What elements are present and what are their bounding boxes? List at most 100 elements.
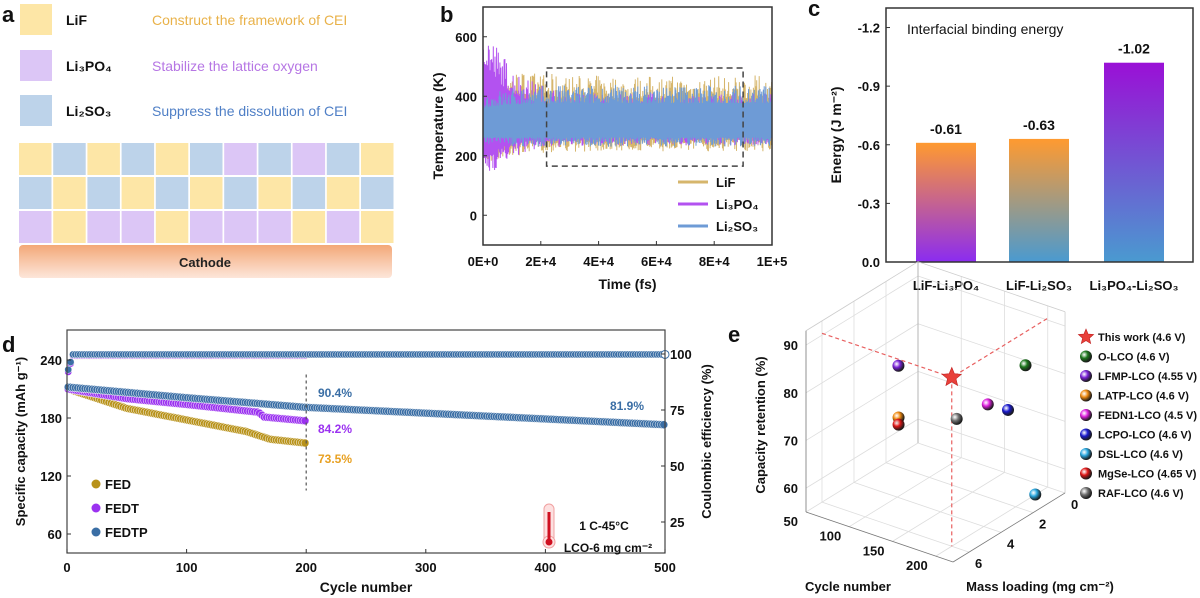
grid-line <box>917 275 1066 327</box>
x-tick-label: 200 <box>295 560 317 575</box>
data-point-O-LCO <box>1019 359 1032 372</box>
mass-tick-label: 6 <box>975 556 982 571</box>
bar-value-label: -1.02 <box>1118 41 1150 57</box>
series-FEDTP <box>63 350 669 429</box>
x-tick-label: 0E+0 <box>468 254 499 269</box>
legend-label: DSL-LCO (4.6 V) <box>1098 449 1183 461</box>
cycle-axis <box>805 511 954 563</box>
y-tick-label: 200 <box>455 149 477 164</box>
legend-marker-2 <box>91 527 101 537</box>
legend-swatch-0 <box>20 4 52 35</box>
axes-frame <box>66 329 666 554</box>
cei-layer-cell <box>292 143 326 175</box>
x-tick-label: 2E+4 <box>525 254 556 269</box>
legend-label: FED <box>105 477 131 492</box>
data-point-star <box>941 366 963 387</box>
data-point-LFMP-LCO <box>892 359 905 372</box>
bar-1 <box>1009 138 1069 262</box>
x-tick-label: 300 <box>415 560 437 575</box>
cycle-axis-title: Cycle number <box>805 579 891 594</box>
mass-axis-title: Mass loading (mg cm⁻²) <box>966 579 1114 594</box>
cei-layer-cell <box>19 211 52 243</box>
y-axis-title: Specific capacity (mAh g⁻¹) <box>13 357 28 526</box>
mass-tick-label: 0 <box>1071 497 1078 512</box>
legend-marker <box>1080 370 1092 382</box>
bar-2 <box>1104 62 1164 263</box>
legend-description: Construct the framework of CEI <box>152 12 347 28</box>
data-point-RAF-LCO <box>950 412 963 425</box>
cei-layer-cell <box>292 211 326 243</box>
cei-layer-cell <box>326 177 360 209</box>
y2-tick-label: 25 <box>670 515 684 530</box>
cycle-tick-label: 200 <box>906 558 928 573</box>
x-tick-label: 400 <box>535 560 557 575</box>
cei-layer-cell <box>190 211 223 243</box>
condition-rate-temp: 1 C-45°C <box>579 519 629 533</box>
panel-label-d: d <box>2 332 15 357</box>
thermometer-mercury <box>547 512 551 542</box>
data-point-FEDN1-LCO <box>981 398 994 411</box>
cei-layer-cell <box>326 143 360 175</box>
cycle-tick-label: 150 <box>863 543 885 558</box>
cei-layer-cell <box>258 177 291 209</box>
y-tick-label: 400 <box>455 89 477 104</box>
grid-line <box>917 418 1066 470</box>
legend-marker <box>1080 409 1092 421</box>
y2-tick-label: 50 <box>670 459 684 474</box>
panel-b-temperature-chart: b 0E+0 2E+4 4E+4 6E+4 8E+4 1E+5 0 200 400 600 Time … <box>430 2 787 292</box>
y-tick-label: 600 <box>455 30 477 45</box>
panel-label-a: a <box>2 2 15 27</box>
cei-layer-cell <box>326 211 360 243</box>
grid-line <box>885 462 1034 514</box>
cei-layer-cell <box>224 211 257 243</box>
cei-layer-cell <box>155 211 189 243</box>
cycle-tick-label: 100 <box>820 529 842 544</box>
legend-description: Stabilize the lattice oxygen <box>152 58 318 74</box>
y-tick-label: -0.9 <box>858 79 880 94</box>
cathode-layer <box>19 245 392 278</box>
x-tick-label: 4E+4 <box>583 254 614 269</box>
cei-layer-cell <box>190 143 223 175</box>
legend-marker-star <box>1077 328 1095 345</box>
retention-label-fedt: 84.2% <box>318 422 352 436</box>
legend-label: LCPO-LCO (4.6 V) <box>1098 430 1192 442</box>
chart-title: Interfacial binding energy <box>907 21 1063 37</box>
legend-swatch-2 <box>20 95 52 126</box>
cei-layer-cell <box>155 177 189 209</box>
grid-line <box>917 323 1066 375</box>
legend-label: This work (4.6 V) <box>1098 332 1186 344</box>
cei-layer-cell <box>121 143 155 175</box>
bar-value-label: -0.63 <box>1023 117 1055 133</box>
legend-label: FEDT <box>105 501 139 516</box>
grid-line <box>805 323 919 394</box>
grid-line <box>917 371 1066 422</box>
x-axis-title: Time (fs) <box>598 276 656 292</box>
legend-label: FEDTP <box>105 525 148 540</box>
cei-layer-cell <box>87 177 120 209</box>
z-axis-title: Capacity retention (%) <box>753 356 768 493</box>
legend-label: Li₃PO₄ <box>716 197 759 212</box>
z-tick-label: 70 <box>784 433 798 448</box>
cathode-label: Cathode <box>179 255 231 270</box>
top-edge <box>917 261 1066 313</box>
panel-e-3d-comparison-chart: e This work (4.6 V) O-LCO (4.6 V) LFMP-LCO … <box>728 261 1197 594</box>
y-tick-label: 180 <box>40 411 62 426</box>
bar-0 <box>916 142 976 262</box>
y-tick-label: 240 <box>40 353 62 368</box>
cei-layer-cell <box>361 143 394 175</box>
y-tick-label: -0.3 <box>858 196 880 211</box>
grid-line <box>935 486 1048 557</box>
mass-tick-label: 2 <box>1039 517 1046 532</box>
x-tick-label: 1E+5 <box>757 254 788 269</box>
thermometer-icon <box>542 503 556 549</box>
grid-line <box>805 418 919 489</box>
grid-line <box>849 457 962 528</box>
panel-label-c: c <box>808 0 820 21</box>
y2-tick-label: 100 <box>670 347 692 362</box>
legend-description: Suppress the dissolution of CEI <box>152 103 347 119</box>
cei-layer-cell <box>121 177 155 209</box>
mass-axis <box>952 492 1066 563</box>
grid-line <box>892 472 1005 542</box>
cei-layer-cell <box>87 143 120 175</box>
